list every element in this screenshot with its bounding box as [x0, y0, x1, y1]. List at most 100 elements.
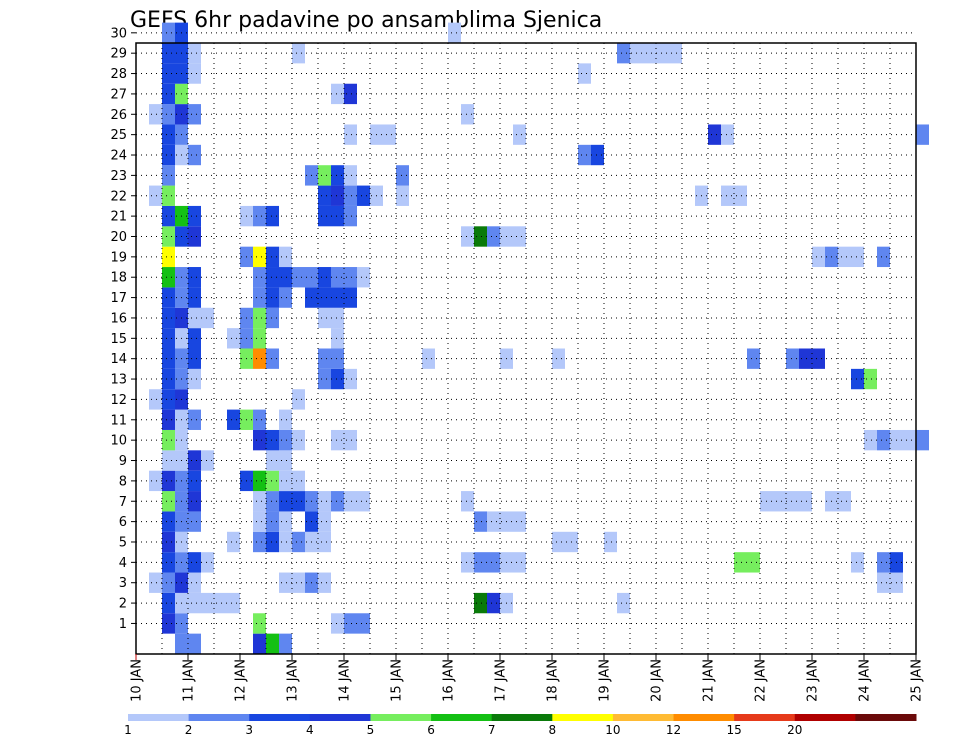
heatmap-cell: [266, 531, 279, 553]
heatmap-cell: [188, 287, 201, 308]
heatmap-cell: [162, 205, 175, 227]
heatmap-cell: [773, 491, 786, 512]
heatmap-cells: [149, 22, 929, 654]
heatmap-cell: [344, 613, 357, 634]
heatmap-cell: [357, 267, 370, 288]
y-tick-label: 19: [110, 250, 127, 265]
heatmap-cell: [292, 43, 305, 64]
y-tick-label: 18: [110, 271, 127, 286]
y-tick-label: 3: [119, 576, 127, 591]
heatmap-cell: [162, 511, 175, 532]
heatmap-cell: [838, 491, 851, 512]
heatmap-cell: [253, 633, 266, 654]
heatmap-cell: [201, 307, 214, 329]
legend-label: 1: [124, 723, 132, 737]
heatmap-cell: [591, 144, 604, 166]
heatmap-cell: [266, 205, 279, 227]
heatmap-cell: [474, 592, 487, 614]
y-tick-label: 5: [119, 535, 127, 550]
heatmap-cell: [292, 389, 305, 410]
heatmap-cell: [344, 491, 357, 512]
heatmap-cell: [487, 226, 500, 247]
heatmap-cell: [279, 511, 292, 532]
heatmap-cell: [513, 226, 526, 247]
heatmap-cell: [318, 205, 331, 227]
heatmap-cell: [864, 429, 877, 451]
legend-swatch: [128, 714, 190, 721]
x-tick-label: 22 JAN: [754, 659, 769, 702]
legend-swatch: [552, 714, 614, 721]
heatmap-cell: [266, 491, 279, 512]
heatmap-cell: [162, 22, 175, 43]
heatmap-cell: [279, 470, 292, 492]
heatmap-cell: [188, 450, 201, 471]
legend-swatch: [431, 714, 493, 721]
y-tick-label: 7: [119, 495, 127, 510]
heatmap-cell: [279, 450, 292, 471]
heatmap-cell: [253, 287, 266, 308]
heatmap-cell: [279, 287, 292, 308]
heatmap-cell: [357, 491, 370, 512]
heatmap-cell: [188, 226, 201, 247]
x-tick-label: 18 JAN: [546, 659, 561, 702]
heatmap-cell: [162, 43, 175, 64]
y-tick-label: 10: [110, 434, 127, 449]
y-tick-label: 17: [110, 291, 127, 306]
heatmap-cell: [162, 267, 175, 288]
heatmap-cell: [188, 205, 201, 227]
heatmap-cell: [344, 165, 357, 186]
heatmap-cell: [279, 491, 292, 512]
heatmap-cell: [162, 287, 175, 308]
heatmap-cell: [734, 552, 747, 573]
heatmap-cell: [279, 572, 292, 593]
heatmap-cell: [266, 246, 279, 268]
heatmap-cell: [877, 429, 890, 451]
heatmap-cell: [253, 267, 266, 288]
heatmap-cell: [838, 246, 851, 268]
heatmap-cell: [318, 348, 331, 369]
y-tick-label: 8: [119, 474, 127, 489]
y-tick-label: 13: [110, 373, 127, 388]
x-tick-label: 15 JAN: [390, 659, 405, 702]
legend-swatch: [673, 714, 735, 721]
heatmap-cell: [162, 124, 175, 145]
heatmap-cell: [487, 511, 500, 532]
heatmap-cell: [708, 124, 721, 145]
heatmap-cell: [331, 348, 344, 369]
heatmap-cell: [162, 104, 175, 125]
heatmap-cell: [292, 572, 305, 593]
legend-label: 15: [727, 723, 742, 737]
y-tick-label: 26: [110, 108, 127, 123]
heatmap-cell: [214, 592, 227, 614]
heatmap-cell: [318, 531, 331, 553]
heatmap-cell: [266, 511, 279, 532]
legend-swatch: [612, 714, 675, 721]
heatmap-cell: [617, 43, 630, 64]
heatmap-cell: [162, 348, 175, 369]
heatmap-cell: [799, 348, 812, 369]
heatmap-cell: [253, 307, 266, 329]
heatmap-cell: [279, 246, 292, 268]
heatmap-cell: [344, 287, 357, 308]
y-tick-label: 20: [110, 230, 127, 245]
y-tick-label: 12: [110, 393, 127, 408]
heatmap-cell: [877, 552, 890, 573]
legend-swatch: [794, 714, 856, 721]
heatmap-cell: [461, 104, 474, 125]
heatmap-cell: [201, 552, 214, 573]
x-tick-label: 25 JAN: [910, 659, 925, 702]
y-tick-label: 28: [110, 67, 127, 82]
heatmap-cell: [331, 287, 344, 308]
grid-lines: [136, 32, 916, 654]
heatmap-cell: [188, 348, 201, 369]
legend-swatch: [734, 714, 796, 721]
heatmap-cell: [227, 328, 240, 349]
heatmap-cell: [383, 124, 396, 145]
heatmap-cell: [266, 633, 279, 654]
heatmap-cell: [318, 368, 331, 390]
heatmap-cell: [162, 592, 175, 614]
heatmap-cell: [331, 328, 344, 349]
x-tick-label: 11 JAN: [182, 659, 197, 702]
heatmap-cell: [331, 185, 344, 206]
